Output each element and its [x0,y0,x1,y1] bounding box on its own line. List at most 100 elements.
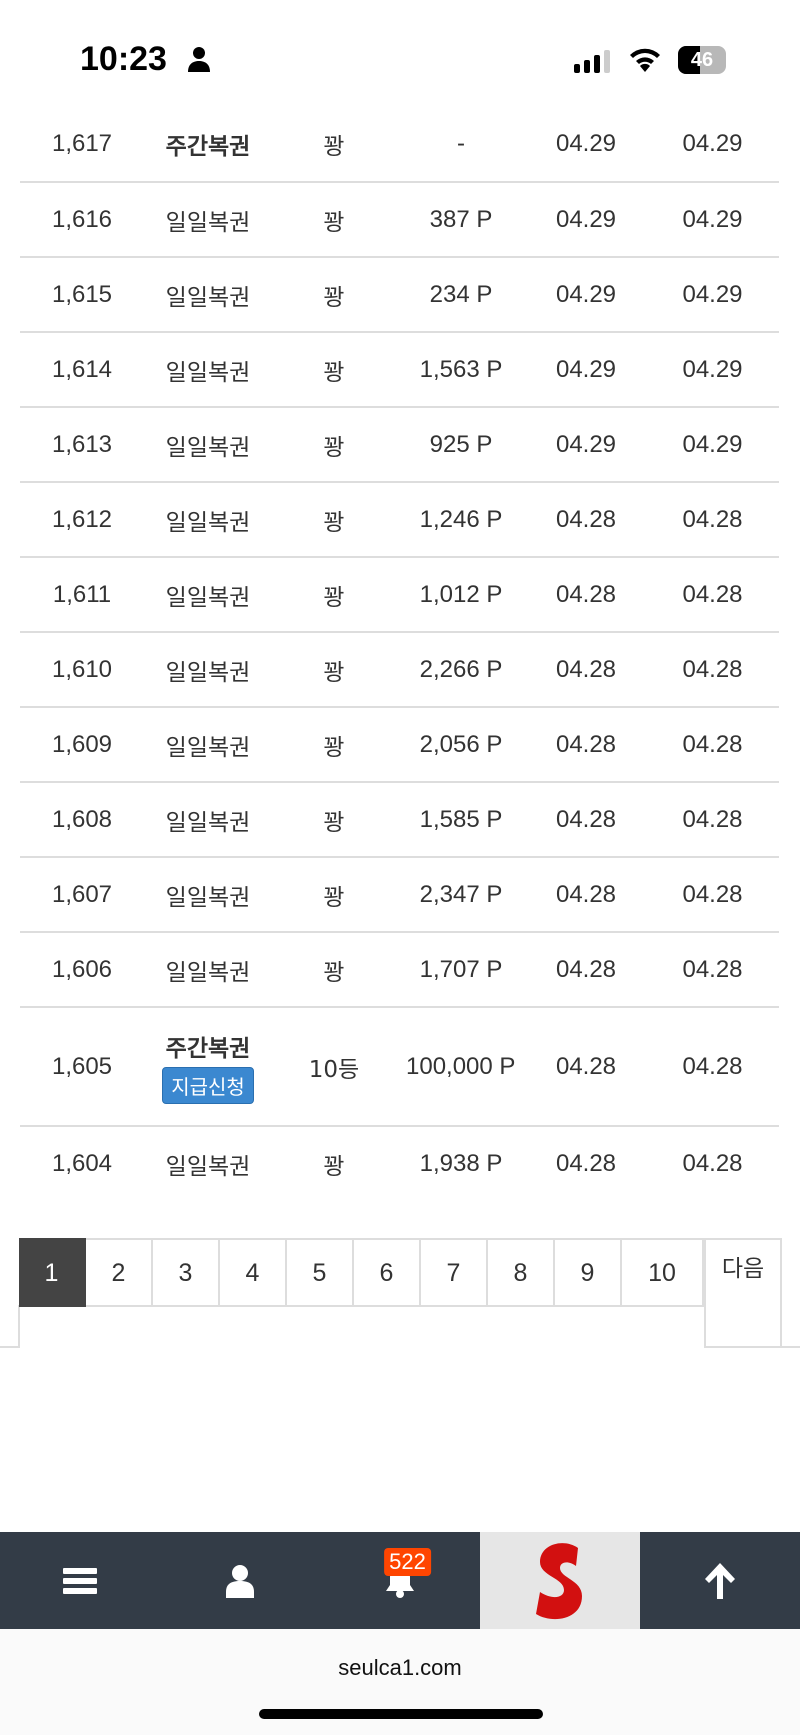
date-drawn-text: 04.28 [682,955,743,983]
date-drawn-text: 04.28 [682,730,743,758]
date-issued: 04.28 [526,782,646,858]
page-7-button[interactable]: 7 [421,1238,488,1307]
points-text: 1,585 P [419,805,503,833]
page-8-button[interactable]: 8 [488,1238,555,1307]
points-text: 1,707 P [419,955,503,983]
points-text: 1,012 P [419,580,503,608]
result-text: 꽝 [323,359,345,386]
result-text: 꽝 [323,959,345,986]
table-row: 1,617 주간복권 꽝 - 04.29 04.29 [20,107,779,183]
date-issued: 04.28 [526,932,646,1008]
result: 꽝 [272,332,396,408]
notifications-button[interactable]: 522 [320,1532,480,1629]
clock: 10:23 [80,40,167,78]
page-6-button[interactable]: 6 [354,1238,421,1307]
row-number-text: 1,611 [52,580,112,608]
result-text: 꽝 [323,509,345,536]
lottery-type: 일일복권 [144,1126,272,1201]
row-number: 1,612 [20,482,144,558]
page-1-button[interactable]: 1 [19,1238,86,1307]
date-issued-text: 04.28 [555,955,617,983]
page-2-button[interactable]: 2 [86,1238,153,1307]
date-drawn-text: 04.29 [682,130,743,157]
page-5-button[interactable]: 5 [287,1238,354,1307]
lottery-type: 일일복권 [144,632,272,708]
scroll-top-button[interactable] [640,1532,800,1629]
points: 100,000 P [396,1007,526,1127]
points-text: 1,563 P [419,355,503,383]
row-number: 1,615 [20,257,144,333]
date-issued-text: 04.29 [555,355,617,383]
bottom-nav: 522 [0,1532,800,1629]
page-4-button[interactable]: 4 [220,1238,287,1307]
date-drawn: 04.29 [646,257,779,333]
points: 1,246 P [396,482,526,558]
date-drawn: 04.28 [646,557,779,633]
date-issued: 04.28 [526,857,646,933]
row-number-text: 1,617 [51,130,113,157]
row-number-text: 1,608 [51,805,113,833]
site-logo-button[interactable] [480,1532,640,1629]
page-3-button[interactable]: 3 [153,1238,220,1307]
row-number: 1,609 [20,707,144,783]
row-number: 1,614 [20,332,144,408]
date-drawn: 04.28 [646,1007,779,1127]
row-number-text: 1,616 [51,205,113,233]
page-10-button[interactable]: 10 [622,1238,704,1307]
user-icon [226,1564,254,1598]
menu-button[interactable] [0,1532,160,1629]
row-number: 1,616 [20,182,144,258]
person-icon [188,47,210,72]
row-number-text: 1,612 [51,505,113,533]
battery-icon: 46 [678,46,726,74]
result: 꽝 [272,557,396,633]
result-text: 꽝 [323,284,345,311]
date-drawn: 04.29 [646,407,779,483]
points: 925 P [396,407,526,483]
result-text: 꽝 [323,434,345,461]
date-drawn-text: 04.29 [682,280,743,308]
points: 1,012 P [396,557,526,633]
points: 2,266 P [396,632,526,708]
lottery-type: 일일복권 [144,182,272,258]
lottery-type: 일일복권 [144,332,272,408]
page-9-button[interactable]: 9 [555,1238,622,1307]
lottery-type: 일일복권 [144,557,272,633]
browser-address-bar[interactable]: seulca1.com [0,1629,800,1735]
lottery-type-text: 일일복권 [165,509,251,536]
result-text: 꽝 [323,1154,345,1180]
menu-icon [63,1567,97,1594]
row-number-text: 1,607 [51,880,113,908]
result: 10등 [272,1007,396,1127]
date-drawn: 04.29 [646,107,779,183]
lottery-type: 주간복권 [144,107,272,183]
lottery-type-text: 일일복권 [165,659,251,686]
home-indicator[interactable] [259,1709,543,1719]
lottery-type-text: 일일복권 [165,734,251,761]
row-number-text: 1,604 [51,1150,113,1177]
url-text: seulca1.com [338,1655,462,1680]
date-issued: 04.29 [526,107,646,183]
date-issued-text: 04.28 [555,655,617,683]
points-text: 2,347 P [419,880,503,908]
lottery-type-text: 일일복권 [165,284,251,311]
date-drawn-text: 04.28 [682,505,743,533]
next-page-button[interactable]: 다음 [704,1238,782,1348]
claim-payout-button[interactable]: 지급신청 [162,1067,254,1104]
table-row: 1,608 일일복권 꽝 1,585 P 04.28 04.28 [20,782,779,858]
points-text: 234 P [429,280,493,308]
user-button[interactable] [160,1532,320,1629]
row-number: 1,611 [20,557,144,633]
date-drawn: 04.29 [646,332,779,408]
result-text: 꽝 [323,584,345,611]
result: 꽝 [272,107,396,183]
row-number-text: 1,610 [51,655,113,683]
date-drawn-text: 04.28 [682,805,743,833]
date-issued: 04.28 [526,482,646,558]
notification-badge: 522 [384,1548,431,1576]
date-drawn: 04.28 [646,632,779,708]
date-issued-text: 04.28 [555,1052,617,1080]
date-issued-text: 04.29 [555,430,617,458]
lottery-type: 일일복권 [144,782,272,858]
result: 꽝 [272,632,396,708]
